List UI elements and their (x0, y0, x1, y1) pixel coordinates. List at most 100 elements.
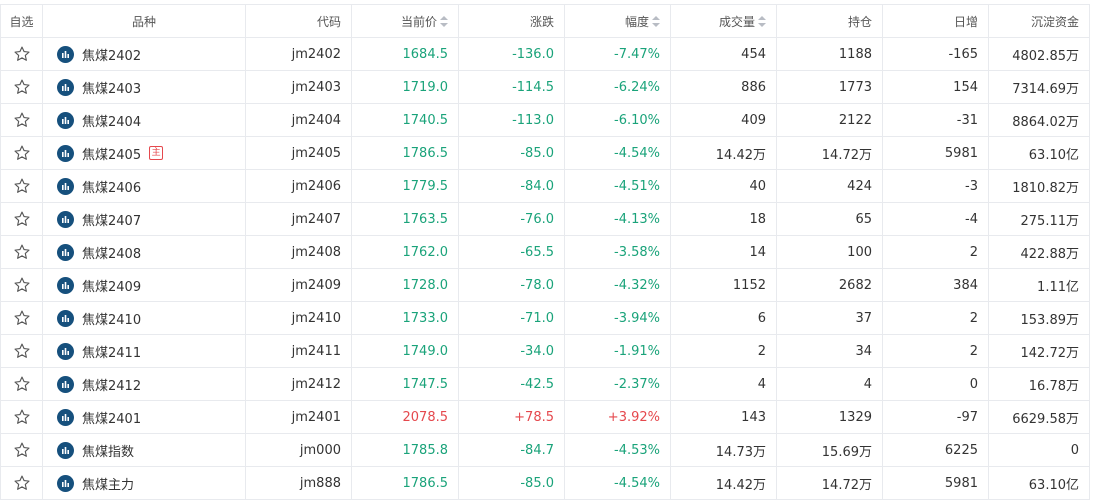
table-row[interactable]: 焦煤2402 jm2402 1684.5 -136.0 -7.47% 454 1188 -16… (0, 37, 1090, 71)
star-icon[interactable] (13, 46, 31, 62)
header-code: 代码 (245, 4, 352, 38)
table-row[interactable]: 焦煤主力 jm888 1786.5 -85.0 -4.54% 14.42万 14.72万 59… (0, 466, 1090, 500)
price-cell: 1786.5 (351, 136, 459, 170)
star-icon[interactable] (13, 244, 31, 260)
table-row[interactable]: 焦煤2411 jm2411 1749.0 -34.0 -1.91% 2 34 2 142.72万 (0, 334, 1090, 368)
contract-name[interactable]: 焦煤2410 (82, 312, 142, 328)
star-icon[interactable] (13, 79, 31, 95)
chart-icon[interactable] (57, 243, 74, 261)
chart-icon[interactable] (57, 375, 74, 393)
volume-cell: 18 (670, 202, 777, 236)
code-cell: jm000 (245, 433, 352, 467)
name-cell[interactable]: 焦煤2401 (42, 400, 246, 434)
name-cell[interactable]: 焦煤2405 主 (42, 136, 246, 170)
change-cell: -84.0 (458, 169, 565, 203)
change-cell: +78.5 (458, 400, 565, 434)
pct-cell: -3.94% (564, 301, 671, 335)
contract-name[interactable]: 焦煤2406 (82, 180, 142, 196)
chart-icon[interactable] (57, 111, 74, 129)
header-volume[interactable]: 成交量 (670, 4, 777, 38)
name-cell[interactable]: 焦煤2411 (42, 334, 246, 368)
name-cell[interactable]: 焦煤2409 (42, 268, 246, 302)
name-cell[interactable]: 焦煤主力 (42, 466, 246, 500)
chart-icon[interactable] (57, 78, 74, 96)
star-icon[interactable] (13, 409, 31, 425)
price-cell: 1740.5 (351, 103, 459, 137)
volume-cell: 2 (670, 334, 777, 368)
name-cell[interactable]: 焦煤2407 (42, 202, 246, 236)
code-cell: jm2412 (245, 367, 352, 401)
star-icon[interactable] (13, 112, 31, 128)
star-icon[interactable] (13, 475, 31, 491)
header-pct[interactable]: 幅度 (564, 4, 671, 38)
table-row[interactable]: 焦煤2410 jm2410 1733.0 -71.0 -3.94% 6 37 2 153.89万 (0, 301, 1090, 335)
table-row[interactable]: 焦煤2409 jm2409 1728.0 -78.0 -4.32% 1152 2682 384… (0, 268, 1090, 302)
table-row[interactable]: 焦煤2401 jm2401 2078.5 +78.5 +3.92% 143 1329 -97 6… (0, 400, 1090, 434)
contract-name[interactable]: 焦煤2404 (82, 114, 142, 130)
sort-icon[interactable] (440, 16, 448, 28)
table-row[interactable]: 焦煤2404 jm2404 1740.5 -113.0 -6.10% 409 2122 -31… (0, 103, 1090, 137)
daily-change-cell: -31 (882, 103, 989, 137)
star-icon[interactable] (13, 277, 31, 293)
chart-icon[interactable] (57, 144, 74, 162)
star-icon[interactable] (13, 442, 31, 458)
name-cell[interactable]: 焦煤2410 (42, 301, 246, 335)
chart-icon[interactable] (57, 441, 74, 459)
contract-name[interactable]: 焦煤2402 (82, 48, 142, 64)
open-interest-cell: 1773 (776, 70, 883, 104)
open-interest-cell: 37 (776, 301, 883, 335)
chart-icon[interactable] (57, 210, 74, 228)
name-cell[interactable]: 焦煤2412 (42, 367, 246, 401)
favorite-cell (0, 301, 43, 335)
contract-name[interactable]: 焦煤2405 (82, 147, 142, 163)
star-icon[interactable] (13, 145, 31, 161)
header-volume-label: 成交量 (718, 14, 755, 29)
contract-name[interactable]: 焦煤2411 (82, 345, 142, 361)
star-icon[interactable] (13, 343, 31, 359)
table-row[interactable]: 焦煤2407 jm2407 1763.5 -76.0 -4.13% 18 65 -4 275.1… (0, 202, 1090, 236)
table-row[interactable]: 焦煤2408 jm2408 1762.0 -65.5 -3.58% 14 100 2 422.8… (0, 235, 1090, 269)
name-cell[interactable]: 焦煤2404 (42, 103, 246, 137)
star-icon[interactable] (13, 178, 31, 194)
contract-name[interactable]: 焦煤2412 (82, 378, 142, 394)
star-icon[interactable] (13, 211, 31, 227)
table-row[interactable]: 焦煤2405 主 jm2405 1786.5 -85.0 -4.54% 14.42万 14.7… (0, 136, 1090, 170)
contract-name[interactable]: 焦煤指数 (82, 444, 135, 460)
star-icon[interactable] (13, 376, 31, 392)
table-row[interactable]: 焦煤2406 jm2406 1779.5 -84.0 -4.51% 40 424 -3 1810… (0, 169, 1090, 203)
table-row[interactable]: 焦煤指数 jm000 1785.8 -84.7 -4.53% 14.73万 15.69万 62… (0, 433, 1090, 467)
chart-icon[interactable] (57, 45, 74, 63)
pct-cell: -4.32% (564, 268, 671, 302)
favorite-cell (0, 466, 43, 500)
header-pct-label: 幅度 (624, 14, 649, 29)
pct-cell: -7.47% (564, 37, 671, 71)
price-cell: 1747.5 (351, 367, 459, 401)
name-cell[interactable]: 焦煤2408 (42, 235, 246, 269)
name-cell[interactable]: 焦煤指数 (42, 433, 246, 467)
price-cell: 1786.5 (351, 466, 459, 500)
name-cell[interactable]: 焦煤2402 (42, 37, 246, 71)
sort-icon[interactable] (652, 16, 660, 28)
open-interest-cell: 1329 (776, 400, 883, 434)
contract-name[interactable]: 焦煤2409 (82, 279, 142, 295)
chart-icon[interactable] (57, 276, 74, 294)
contract-name[interactable]: 焦煤主力 (82, 477, 135, 493)
contract-name[interactable]: 焦煤2403 (82, 81, 142, 97)
header-price[interactable]: 当前价 (351, 4, 459, 38)
table-row[interactable]: 焦煤2412 jm2412 1747.5 -42.5 -2.37% 4 4 0 16.78万 (0, 367, 1090, 401)
contract-name[interactable]: 焦煤2407 (82, 213, 142, 229)
chart-icon[interactable] (57, 177, 74, 195)
name-cell[interactable]: 焦煤2403 (42, 70, 246, 104)
open-interest-cell: 2122 (776, 103, 883, 137)
table-row[interactable]: 焦煤2403 jm2403 1719.0 -114.5 -6.24% 886 1773 154… (0, 70, 1090, 104)
volume-cell: 4 (670, 367, 777, 401)
star-icon[interactable] (13, 310, 31, 326)
chart-icon[interactable] (57, 342, 74, 360)
contract-name[interactable]: 焦煤2401 (82, 411, 142, 427)
chart-icon[interactable] (57, 408, 74, 426)
sort-icon[interactable] (758, 16, 766, 28)
contract-name[interactable]: 焦煤2408 (82, 246, 142, 262)
chart-icon[interactable] (57, 474, 74, 492)
name-cell[interactable]: 焦煤2406 (42, 169, 246, 203)
chart-icon[interactable] (57, 309, 74, 327)
